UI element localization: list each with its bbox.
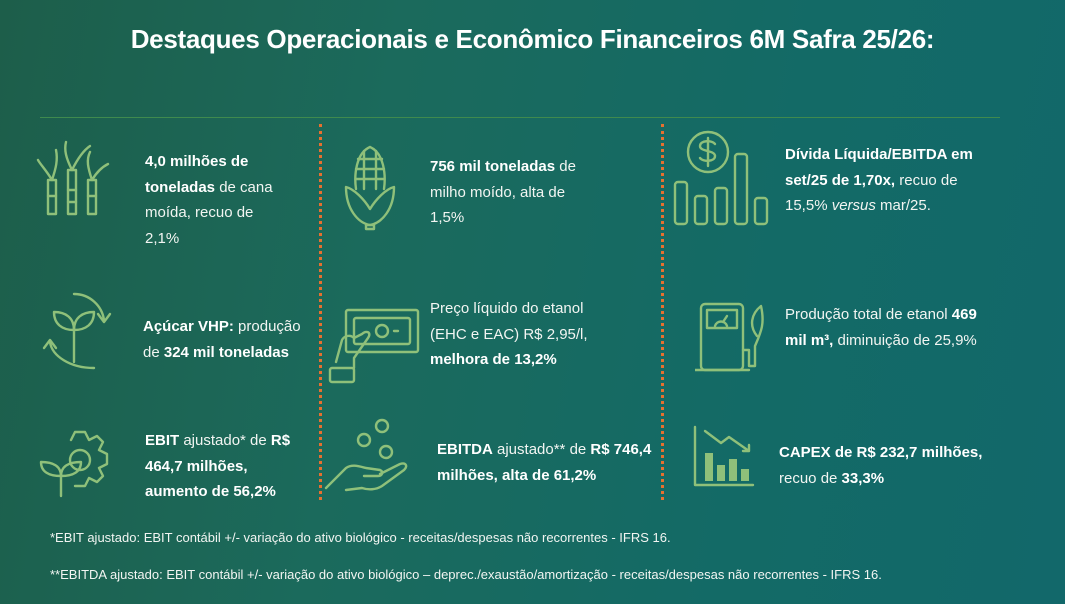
corn-icon	[342, 145, 398, 238]
highlight-ethanol-price: Preço líquido do etanol (EHC e EAC) R$ 2…	[430, 296, 615, 373]
hand-coins-icon	[322, 418, 412, 503]
text-segment: versus	[831, 197, 876, 214]
bar-chart-down-icon	[693, 425, 755, 492]
text-segment: ajustado* de	[179, 432, 271, 449]
text-segment: de cana moída, recuo de 2,1%	[145, 178, 273, 247]
highlight-ethanol-production: Produção total de etanol 469 mil m³, dim…	[785, 302, 985, 353]
page-title: Destaques Operacionais e Econômico Finan…	[130, 24, 935, 54]
text-segment: diminuição de 25,9%	[833, 331, 977, 349]
text-segment: R$ 746,4 milhões, alta de 61,2%	[437, 441, 652, 484]
text-segment: 33,3%	[841, 469, 885, 487]
column-divider-1	[319, 124, 322, 500]
sugarcane-icon	[36, 140, 112, 223]
title-divider	[40, 117, 1000, 118]
gear-plant-icon	[35, 428, 115, 503]
text-segment: EBITDA	[437, 441, 493, 458]
text-segment: R$ 464,7 milhões, aumento de 56,2%	[145, 432, 291, 500]
hand-money-icon	[328, 308, 420, 389]
money-chart-icon	[673, 130, 769, 231]
recycle-plant-icon	[30, 292, 118, 375]
text-segment: recuo de	[779, 469, 842, 487]
text-segment: produção de	[143, 318, 301, 361]
text-segment: Dívida Líquida/EBITDA em set/25 de 1,70x…	[785, 146, 973, 189]
text-segment: Produção total de etanol	[785, 306, 952, 323]
text-segment: 756 mil toneladas	[430, 158, 556, 175]
text-segment: EBIT	[145, 432, 180, 449]
highlight-cane-crushed: 4,0 milhões de toneladas de cana moída, …	[145, 149, 285, 251]
highlight-ebit: EBIT ajustado* de R$ 464,7 milhões, aume…	[145, 428, 310, 505]
text-segment: melhora de 13,2%	[430, 351, 557, 368]
text-segment: recuo de 15,5%	[785, 171, 958, 215]
highlight-capex: CAPEX de R$ 232,7 milhões, recuo de 33,3…	[779, 440, 999, 491]
text-segment: 4,0 milhões de toneladas	[145, 153, 249, 196]
highlight-net-debt-ebitda: Dívida Líquida/EBITDA em set/25 de 1,70x…	[785, 142, 1000, 219]
highlight-ebitda: EBITDA ajustado** de R$ 746,4 milhões, a…	[437, 437, 662, 488]
text-segment: CAPEX de R$ 232,7 milhões,	[779, 444, 983, 461]
footnote-ebit: *EBIT ajustado: EBIT contábil +/- variaç…	[50, 530, 671, 545]
column-divider-2	[661, 124, 664, 500]
text-segment: 469 mil m³,	[785, 306, 977, 349]
text-segment: ajustado** de	[492, 441, 591, 458]
highlight-sugar-vhp: Açúcar VHP: produção de 324 mil tonelada…	[143, 314, 318, 365]
text-segment: 324 mil toneladas	[163, 343, 289, 361]
highlight-corn-crushed: 756 mil toneladas de milho moído, alta d…	[430, 154, 595, 231]
text-segment: Açúcar VHP:	[143, 318, 234, 335]
footnote-ebitda: **EBITDA ajustado: EBIT contábil +/- var…	[50, 567, 882, 582]
text-segment: Preço líquido do etanol (EHC e EAC) R$ 2…	[430, 300, 588, 343]
text-segment: de milho moído, alta de 1,5%	[430, 158, 576, 226]
fuel-pump-leaf-icon	[693, 302, 771, 379]
text-segment: mar/25.	[875, 197, 931, 214]
